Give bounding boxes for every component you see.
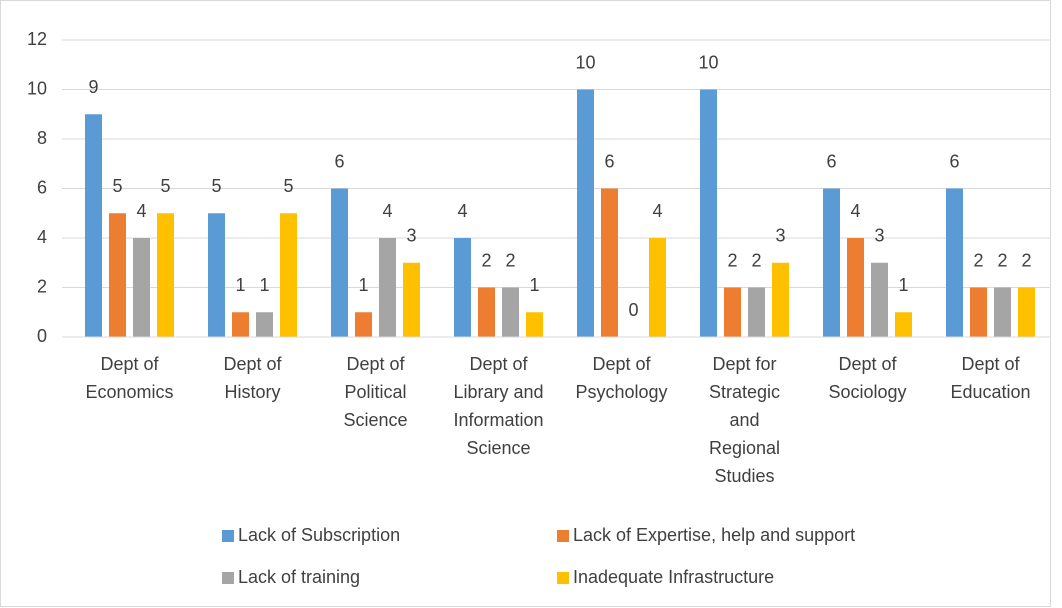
bar bbox=[331, 188, 348, 337]
bar bbox=[256, 312, 273, 337]
bar bbox=[355, 312, 372, 337]
data-label: 2 bbox=[481, 250, 491, 270]
bar bbox=[280, 213, 297, 337]
x-tick-label: Dept for Strategic and Regional Studies bbox=[709, 354, 780, 486]
bar bbox=[157, 213, 174, 337]
data-label: 10 bbox=[575, 52, 595, 72]
legend-label: Lack of Expertise, help and support bbox=[573, 525, 855, 545]
data-label: 2 bbox=[973, 250, 983, 270]
data-label: 3 bbox=[406, 226, 416, 246]
data-label: 6 bbox=[949, 151, 959, 171]
data-label: 5 bbox=[160, 176, 170, 196]
bar bbox=[649, 238, 666, 337]
y-tick-label: 6 bbox=[37, 177, 47, 197]
data-label: 1 bbox=[898, 275, 908, 295]
data-label: 4 bbox=[850, 201, 860, 221]
data-label: 4 bbox=[382, 201, 392, 221]
data-label: 4 bbox=[136, 201, 146, 221]
bar bbox=[700, 89, 717, 337]
bar bbox=[379, 238, 396, 337]
data-label: 3 bbox=[874, 226, 884, 246]
bar bbox=[109, 213, 126, 337]
bar bbox=[577, 89, 594, 337]
bar bbox=[403, 262, 420, 337]
bar bbox=[478, 287, 495, 337]
bar bbox=[502, 287, 519, 337]
x-tick-label: Dept of Political Science bbox=[343, 354, 407, 430]
data-label: 1 bbox=[235, 275, 245, 295]
legend-swatch bbox=[557, 530, 569, 542]
bar bbox=[133, 238, 150, 337]
data-label: 2 bbox=[997, 250, 1007, 270]
y-tick-label: 8 bbox=[37, 128, 47, 148]
bar bbox=[748, 287, 765, 337]
bar bbox=[895, 312, 912, 337]
bar bbox=[946, 188, 963, 337]
x-tick-label: Dept of History bbox=[223, 354, 282, 402]
bar bbox=[994, 287, 1011, 337]
y-tick-label: 0 bbox=[37, 326, 47, 346]
x-tick-label: Dept of Library and Information Science bbox=[453, 354, 543, 458]
legend-swatch bbox=[222, 572, 234, 584]
y-tick-label: 10 bbox=[27, 78, 47, 98]
data-label: 2 bbox=[505, 250, 515, 270]
data-label: 6 bbox=[604, 151, 614, 171]
y-tick-label: 4 bbox=[37, 227, 47, 247]
legend-swatch bbox=[222, 530, 234, 542]
bar bbox=[454, 238, 471, 337]
data-label: 10 bbox=[698, 52, 718, 72]
data-label: 6 bbox=[826, 151, 836, 171]
legend-swatch bbox=[557, 572, 569, 584]
x-tick-label: Dept of Education bbox=[950, 354, 1030, 402]
data-label: 6 bbox=[334, 151, 344, 171]
bar bbox=[871, 262, 888, 337]
bar bbox=[232, 312, 249, 337]
bar bbox=[970, 287, 987, 337]
data-label: 5 bbox=[112, 176, 122, 196]
data-label: 5 bbox=[211, 176, 221, 196]
bar bbox=[847, 238, 864, 337]
bar bbox=[601, 188, 618, 337]
bar bbox=[208, 213, 225, 337]
data-label: 1 bbox=[529, 275, 539, 295]
bar bbox=[724, 287, 741, 337]
bar bbox=[1018, 287, 1035, 337]
data-label: 1 bbox=[358, 275, 368, 295]
data-label: 5 bbox=[283, 176, 293, 196]
data-label: 9 bbox=[88, 77, 98, 97]
bar bbox=[526, 312, 543, 337]
bar bbox=[823, 188, 840, 337]
x-tick-label: Dept of Sociology bbox=[828, 354, 906, 402]
data-label: 2 bbox=[751, 250, 761, 270]
x-tick-label: Dept of Psychology bbox=[575, 354, 667, 402]
x-tick-label: Dept of Economics bbox=[85, 354, 173, 402]
data-label: 4 bbox=[652, 201, 662, 221]
data-label: 2 bbox=[1021, 250, 1031, 270]
legend-label: Lack of training bbox=[238, 567, 360, 587]
legend-label: Lack of Subscription bbox=[238, 525, 400, 545]
y-tick-label: 2 bbox=[37, 276, 47, 296]
y-tick-label: 12 bbox=[27, 29, 47, 49]
data-label: 1 bbox=[259, 275, 269, 295]
data-label: 4 bbox=[457, 201, 467, 221]
bar bbox=[85, 114, 102, 337]
data-label: 3 bbox=[775, 226, 785, 246]
legend-label: Inadequate Infrastructure bbox=[573, 567, 774, 587]
bar bbox=[772, 262, 789, 337]
data-label: 0 bbox=[628, 300, 638, 320]
data-label: 2 bbox=[727, 250, 737, 270]
